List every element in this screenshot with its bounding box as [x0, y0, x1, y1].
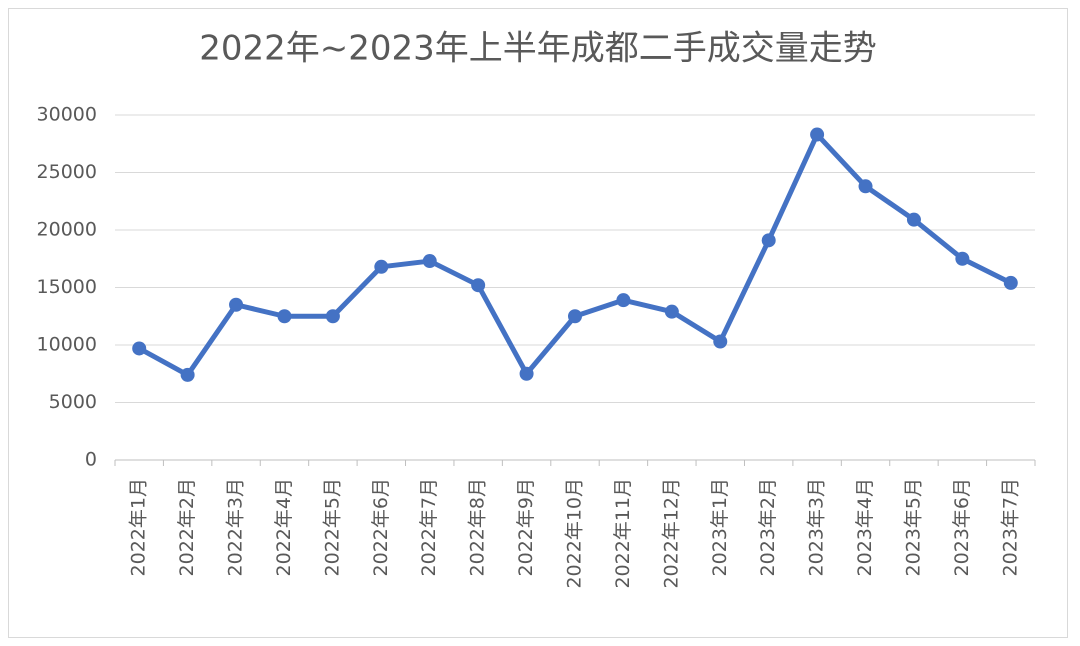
- marker: [471, 278, 486, 293]
- marker: [229, 297, 244, 312]
- x-tick-label: 2022年10月: [564, 478, 586, 589]
- x-tick-label: 2022年2月: [176, 478, 198, 576]
- y-tick-label: 20000: [37, 219, 97, 241]
- x-tick-label: 2023年2月: [757, 478, 779, 576]
- marker: [713, 334, 728, 349]
- marker: [374, 259, 389, 274]
- x-tick-label: 2022年12月: [660, 478, 682, 589]
- marker: [858, 179, 873, 194]
- marker: [519, 366, 534, 381]
- marker: [180, 367, 195, 382]
- marker: [761, 233, 776, 248]
- marker: [616, 293, 631, 308]
- x-tick-label: 2022年9月: [515, 478, 537, 576]
- x-tick-label: 2022年3月: [225, 478, 247, 576]
- y-tick-label: 30000: [37, 104, 97, 126]
- x-tick-label: 2022年11月: [612, 478, 634, 589]
- y-tick-label: 25000: [37, 161, 97, 183]
- x-tick-label: 2022年5月: [321, 478, 343, 576]
- x-tick-label: 2022年8月: [467, 478, 489, 576]
- marker: [810, 127, 825, 142]
- x-tick-label: 2022年6月: [370, 478, 392, 576]
- x-tick-label: 2023年5月: [902, 478, 924, 576]
- marker: [906, 212, 921, 227]
- x-tick-label: 2023年1月: [709, 478, 731, 576]
- x-tick-label: 2022年7月: [418, 478, 440, 576]
- chart-border: [8, 8, 1068, 638]
- x-tick-label: 2023年4月: [854, 478, 876, 576]
- y-tick-label: 10000: [37, 334, 97, 356]
- marker: [955, 251, 970, 266]
- x-tick-label: 2023年7月: [999, 478, 1021, 576]
- marker: [132, 341, 147, 356]
- x-tick-label: 2023年6月: [951, 478, 973, 576]
- marker: [277, 309, 292, 324]
- y-tick-label: 5000: [49, 391, 97, 413]
- marker: [422, 254, 437, 269]
- marker: [664, 304, 679, 319]
- x-tick-label: 2023年3月: [806, 478, 828, 576]
- y-tick-label: 0: [85, 449, 97, 471]
- x-tick-label: 2022年4月: [273, 478, 295, 576]
- y-tick-label: 15000: [37, 276, 97, 298]
- x-tick-label: 2022年1月: [128, 478, 150, 576]
- marker: [568, 309, 582, 324]
- marker: [1003, 275, 1018, 290]
- chart-title: 2022年~2023年上半年成都二手成交量走势: [199, 29, 877, 69]
- marker: [325, 309, 340, 324]
